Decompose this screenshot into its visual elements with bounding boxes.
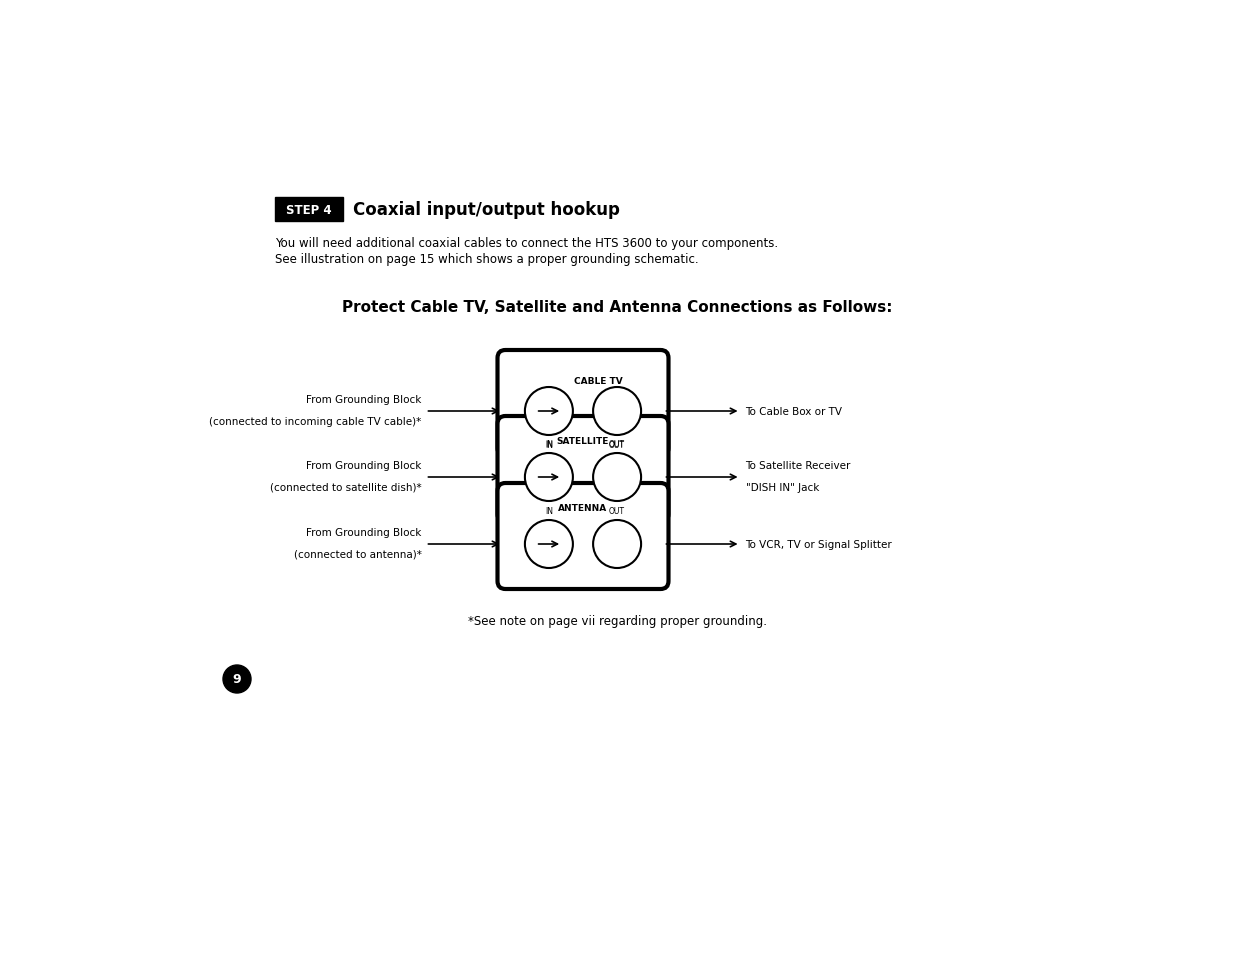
- Text: 9: 9: [232, 673, 241, 686]
- FancyBboxPatch shape: [498, 483, 668, 589]
- Text: STEP 4: STEP 4: [287, 203, 332, 216]
- Text: To VCR, TV or Signal Splitter: To VCR, TV or Signal Splitter: [746, 539, 892, 550]
- Circle shape: [593, 388, 641, 436]
- Text: (connected to satellite dish)*: (connected to satellite dish)*: [270, 482, 421, 493]
- Text: SATELLITE: SATELLITE: [557, 436, 609, 446]
- Text: ANTENNA: ANTENNA: [558, 503, 608, 513]
- Text: IN: IN: [545, 439, 553, 449]
- Circle shape: [224, 665, 251, 693]
- Text: "DISH IN" Jack: "DISH IN" Jack: [746, 482, 819, 493]
- Text: (connected to incoming cable TV cable)*: (connected to incoming cable TV cable)*: [209, 416, 421, 427]
- Text: From Grounding Block: From Grounding Block: [306, 460, 421, 471]
- Text: From Grounding Block: From Grounding Block: [306, 527, 421, 537]
- Circle shape: [525, 520, 573, 568]
- Text: Protect Cable TV, Satellite and Antenna Connections as Follows:: Protect Cable TV, Satellite and Antenna …: [342, 299, 892, 314]
- Text: IN: IN: [545, 506, 553, 516]
- Text: You will need additional coaxial cables to connect the HTS 3600 to your componen: You will need additional coaxial cables …: [275, 236, 778, 250]
- Text: OUT: OUT: [609, 439, 625, 449]
- Circle shape: [593, 454, 641, 501]
- Text: IN: IN: [545, 440, 553, 450]
- Text: See illustration on page 15 which shows a proper grounding schematic.: See illustration on page 15 which shows …: [275, 253, 699, 266]
- Circle shape: [525, 388, 573, 436]
- Circle shape: [593, 520, 641, 568]
- FancyBboxPatch shape: [498, 416, 668, 522]
- Text: To Cable Box or TV: To Cable Box or TV: [746, 407, 842, 416]
- Text: (connected to antenna)*: (connected to antenna)*: [294, 550, 421, 559]
- Text: Coaxial input/output hookup: Coaxial input/output hookup: [353, 201, 620, 219]
- FancyBboxPatch shape: [275, 198, 343, 222]
- Text: From Grounding Block: From Grounding Block: [306, 395, 421, 405]
- Text: To Satellite Receiver: To Satellite Receiver: [746, 460, 851, 471]
- Circle shape: [525, 454, 573, 501]
- Text: *See note on page vii regarding proper grounding.: *See note on page vii regarding proper g…: [468, 615, 767, 627]
- Text: OUT: OUT: [609, 440, 625, 450]
- FancyBboxPatch shape: [498, 351, 668, 456]
- Text: CABLE TV: CABLE TV: [573, 376, 622, 386]
- Text: OUT: OUT: [609, 506, 625, 516]
